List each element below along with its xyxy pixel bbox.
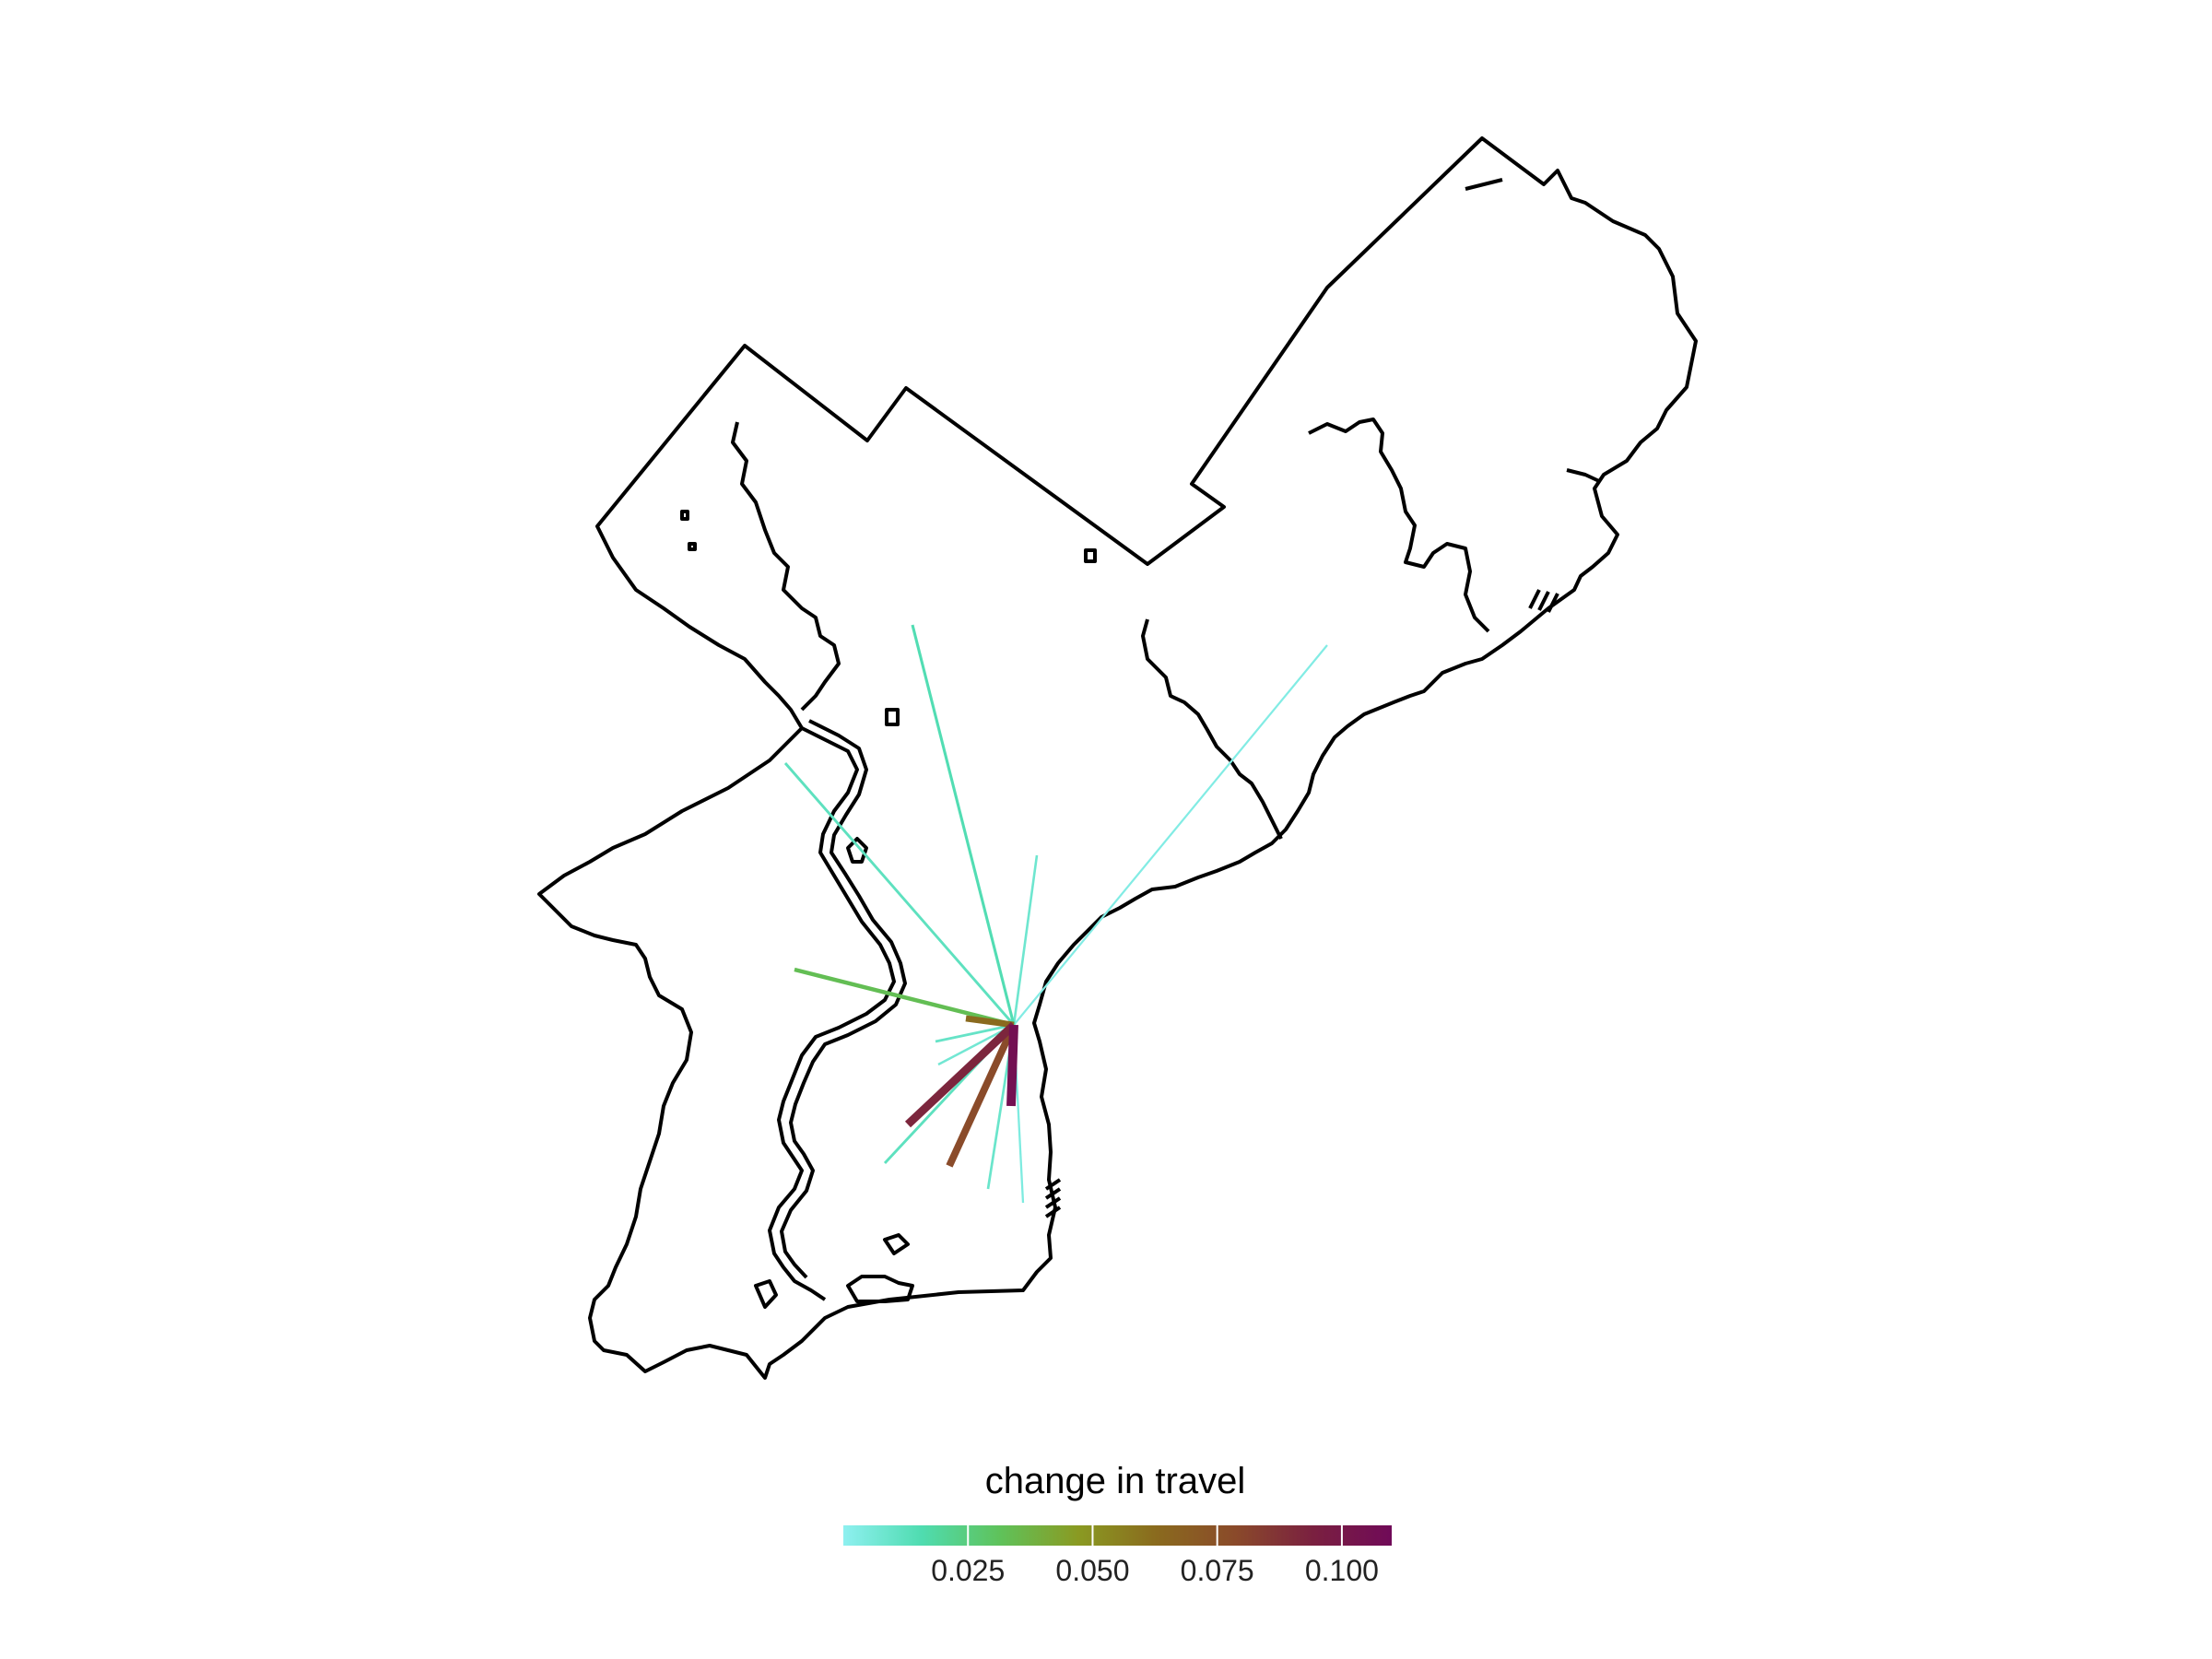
creek-upper: [1465, 178, 1503, 191]
feature-west-2: [688, 542, 697, 551]
feature-north-1: [1084, 548, 1097, 563]
creek-east-branch: [1566, 468, 1600, 483]
legend-tick-label: 0.100: [1305, 1554, 1379, 1587]
south-feature-2: [754, 1279, 778, 1309]
feature-reservoir: [885, 708, 900, 726]
docks-east: [1528, 589, 1559, 613]
flow-line-northwest: [783, 762, 1016, 1026]
legend-colorbar: [843, 1525, 1392, 1546]
docks-southeast: [1044, 1178, 1062, 1218]
flow-line-south-vertical: [1006, 1024, 1018, 1107]
navy-yard: [846, 1275, 914, 1303]
creek-frankford: [1141, 618, 1283, 840]
flow-line-west-near: [965, 1015, 1015, 1029]
legend-tick-label: 0.050: [1055, 1554, 1129, 1587]
legend-tick-label: 0.025: [931, 1554, 1005, 1587]
river-right-bank: [780, 719, 907, 1279]
legend: change in travel 0.025 0.050 0.075 0.100: [843, 1461, 1392, 1587]
legend-tick-label: 0.075: [1181, 1554, 1254, 1587]
creek-northwest: [731, 421, 841, 712]
creek-northeast: [1308, 418, 1490, 633]
river-left-bank: [768, 726, 896, 1301]
feature-island: [846, 837, 868, 864]
flow-lines: [783, 624, 1328, 1204]
flow-line-northeast: [1013, 644, 1328, 1026]
city-boundary: [537, 136, 1698, 1380]
south-feature-1: [883, 1233, 910, 1255]
city-outline: [537, 136, 1698, 1380]
legend-ticks: 0.025 0.050 0.075 0.100: [931, 1525, 1379, 1587]
flow-line-north: [911, 624, 1016, 1026]
flow-line-south-brown: [946, 1023, 1018, 1168]
legend-title: change in travel: [985, 1461, 1245, 1501]
feature-west-1: [680, 510, 689, 521]
flow-line-west: [794, 967, 1015, 1028]
flow-line-southwest-brown: [904, 1021, 1018, 1128]
flow-line-north-near: [1012, 854, 1039, 1026]
flow-line-west-short: [935, 1023, 1015, 1043]
